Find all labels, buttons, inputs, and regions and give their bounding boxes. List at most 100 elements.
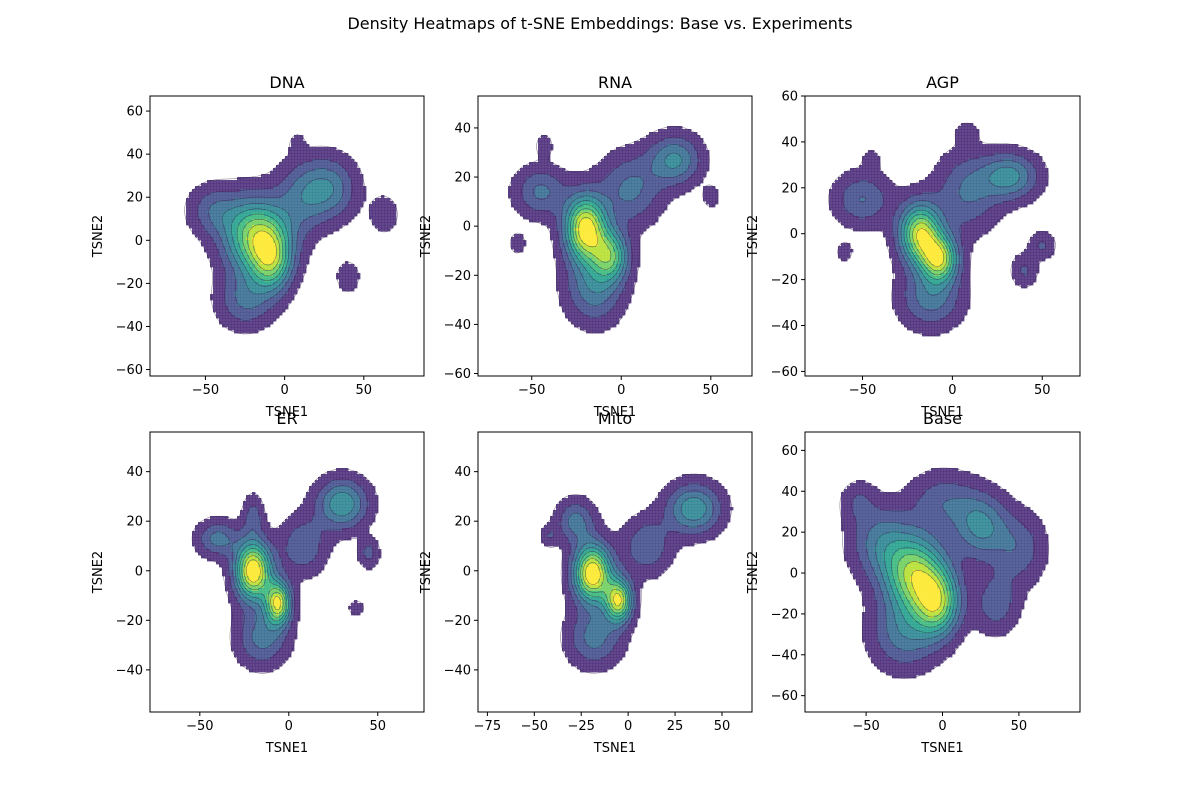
density-cell (297, 231, 301, 235)
density-cell (979, 141, 983, 145)
density-cell (267, 300, 271, 304)
density-cell (351, 270, 355, 274)
density-cell (601, 213, 605, 217)
density-cell (679, 141, 683, 145)
density-cell (643, 171, 647, 175)
density-cell (559, 189, 563, 193)
density-cell (270, 240, 274, 244)
density-cell (958, 135, 962, 139)
density-cell (682, 141, 686, 145)
density-cell (231, 318, 235, 322)
density-cell (324, 168, 328, 172)
density-cell (318, 150, 322, 154)
density-cell (631, 150, 635, 154)
density-cell (601, 252, 605, 256)
density-cell (294, 195, 298, 199)
density-cell (562, 270, 566, 274)
density-cell (255, 285, 259, 289)
contour-lines-dna (184, 134, 398, 335)
density-cell (240, 273, 244, 277)
density-cell (216, 306, 220, 310)
density-cell (261, 297, 265, 301)
density-cell (234, 210, 238, 214)
density-cell (231, 213, 235, 217)
density-cell (231, 300, 235, 304)
density-cell (297, 267, 301, 271)
density-cell (219, 228, 223, 232)
density-cell (598, 201, 602, 205)
density-cell (339, 156, 343, 160)
density-cell (613, 276, 617, 280)
density-cell (586, 222, 590, 226)
density-cell (270, 189, 274, 193)
density-cell (258, 315, 262, 319)
density-cell (703, 144, 707, 148)
density-cell (517, 237, 521, 241)
density-cell (390, 216, 394, 220)
density-cell (297, 186, 301, 190)
density-cell (616, 198, 620, 202)
density-cell (664, 129, 668, 133)
density-cell (210, 243, 214, 247)
density-cell (291, 270, 295, 274)
density-cell (691, 168, 695, 172)
density-cell (709, 186, 713, 190)
density-cell (351, 282, 355, 286)
density-cell (225, 324, 229, 328)
density-cell (300, 183, 304, 187)
density-cell (700, 171, 704, 175)
density-cell (246, 210, 250, 214)
density-cell (586, 312, 590, 316)
density-cell (661, 132, 665, 136)
density-cell (565, 297, 569, 301)
density-cell (333, 222, 337, 226)
density-cell (354, 183, 358, 187)
density-cell (640, 210, 644, 214)
density-cell (625, 198, 629, 202)
density-cell (514, 177, 518, 181)
density-cell (303, 195, 307, 199)
density-cell (282, 249, 286, 253)
density-cell (622, 210, 626, 214)
density-cell (267, 270, 271, 274)
density-cell (255, 294, 259, 298)
density-cell (354, 198, 358, 202)
density-cell (360, 204, 364, 208)
density-cell (279, 174, 283, 178)
density-cell (604, 186, 608, 190)
density-cell (237, 294, 241, 298)
density-cell (306, 237, 310, 241)
density-cell (282, 189, 286, 193)
density-cell (649, 144, 653, 148)
density-cell (330, 180, 334, 184)
density-cell (276, 297, 280, 301)
density-cell (297, 270, 301, 274)
density-cell (234, 237, 238, 241)
density-cell (282, 177, 286, 181)
density-cell (556, 201, 560, 205)
density-cell (303, 174, 307, 178)
density-cell (643, 195, 647, 199)
density-cell (306, 255, 310, 259)
density-cell (517, 246, 521, 250)
density-cell (694, 150, 698, 154)
density-cell (294, 213, 298, 217)
density-cell (655, 135, 659, 139)
density-cell (667, 201, 671, 205)
density-cell (330, 153, 334, 157)
density-cell (598, 171, 602, 175)
density-cell (243, 210, 247, 214)
density-cell (279, 279, 283, 283)
density-cell (222, 240, 226, 244)
density-cell (643, 225, 647, 229)
density-cell (300, 270, 304, 274)
density-cell (255, 273, 259, 277)
density-cell (249, 192, 253, 196)
density-cell (237, 315, 241, 319)
density-cell (610, 264, 614, 268)
density-cell (646, 189, 650, 193)
density-cell (568, 312, 572, 316)
density-cell (541, 138, 545, 142)
density-cell (685, 156, 689, 160)
density-cell (595, 252, 599, 256)
